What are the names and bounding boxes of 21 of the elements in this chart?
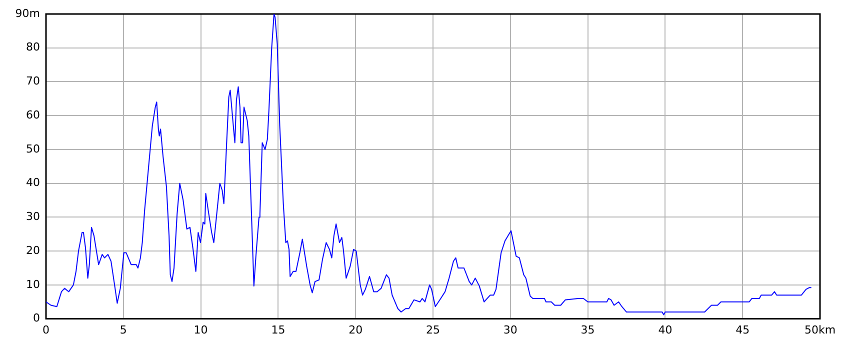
x-tick-label: 10 (194, 323, 208, 336)
x-tick-label: 0 (42, 323, 50, 336)
y-tick-label: 60 (26, 108, 40, 122)
y-tick-label: 90m (15, 6, 40, 20)
y-tick-label: 40 (26, 176, 40, 190)
x-tick-label: 35 (580, 323, 595, 336)
x-tick-label: 45 (736, 323, 750, 336)
y-tick-label: 30 (26, 210, 40, 224)
x-tick-label: 40 (658, 323, 672, 336)
x-tick-label: 25 (426, 323, 440, 336)
x-tick-label: 5 (120, 323, 127, 336)
y-tick-label: 0 (33, 312, 40, 325)
y-tick-label: 70 (26, 74, 40, 88)
x-tick-label: 30 (503, 323, 518, 336)
x-tick-label: 20 (348, 323, 363, 336)
x-tick-label: 50km (804, 323, 836, 336)
y-tick-label: 50 (26, 142, 40, 156)
y-tick-label: 20 (26, 244, 40, 257)
x-tick-label: 15 (271, 323, 286, 336)
y-tick-label: 10 (26, 278, 40, 291)
y-tick-label: 80 (26, 40, 40, 54)
